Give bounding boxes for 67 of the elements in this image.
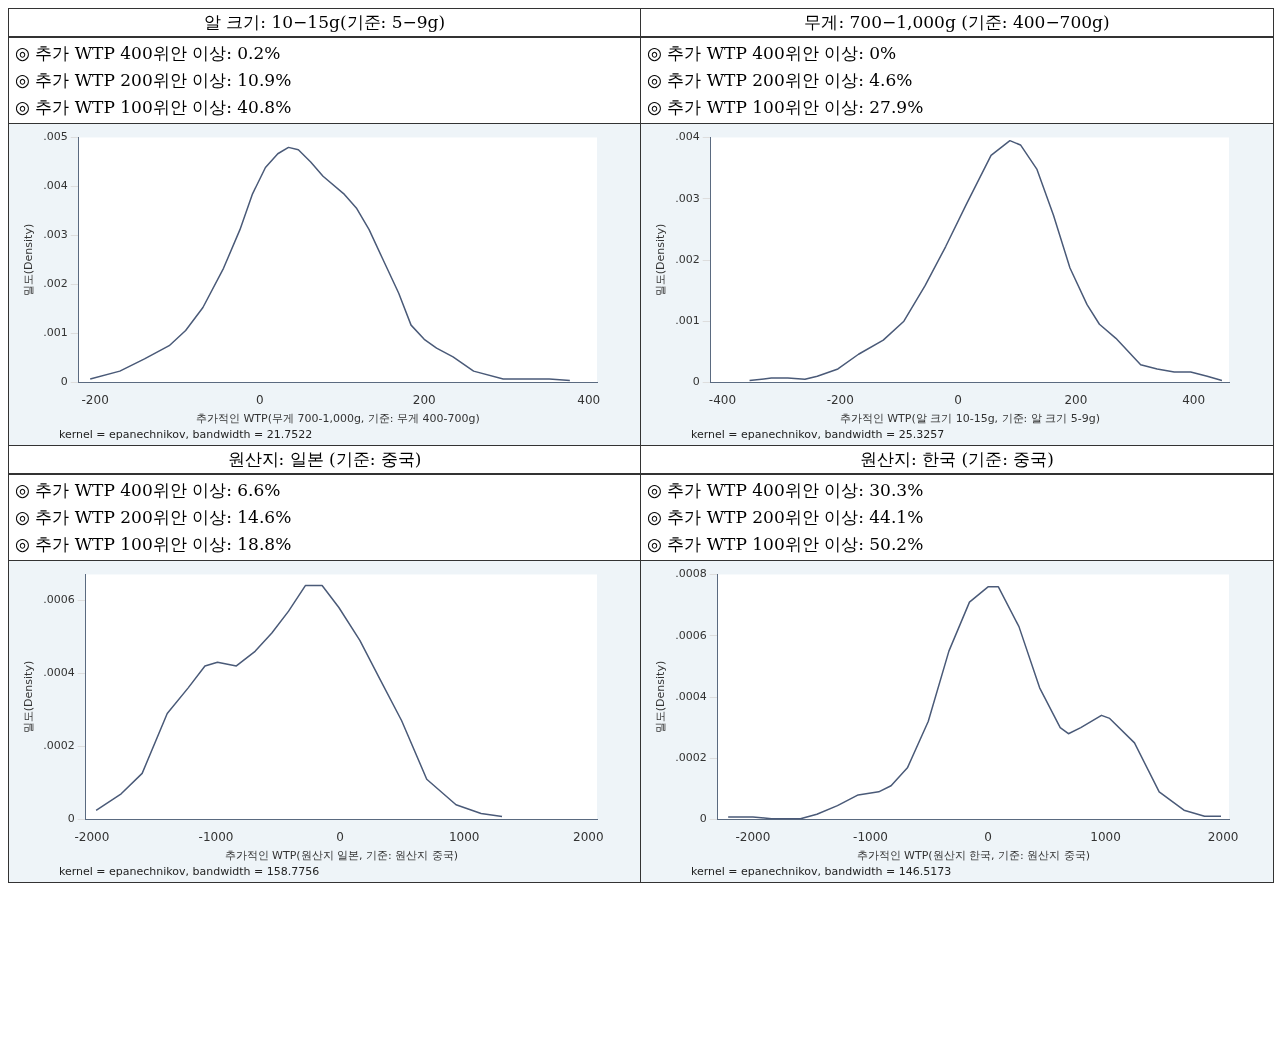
x-tick-label: 2000: [573, 829, 604, 844]
x-tick-label: 2000: [1207, 829, 1239, 844]
x-tick-label: 200: [1064, 392, 1088, 407]
y-tick-label: .001: [43, 326, 68, 340]
y-tick-label: .0002: [43, 739, 75, 753]
chart-title: 알 크기: 10−15g(기준: 5−9g): [9, 9, 640, 37]
x-tick-label: 0: [954, 392, 962, 407]
y-tick-label: .0002: [675, 751, 707, 765]
x-tick-label: -1000: [853, 829, 888, 844]
text: ◎ 추가 WTP 400위안 이상: 0%: [647, 42, 898, 65]
x-tick-label: 1000: [1090, 829, 1121, 844]
x-axis-title: 추가적인 WTP(원산지 한국, 기준: 원산지 중국): [856, 849, 1091, 863]
x-tick-label: 0: [255, 392, 264, 407]
x-tick-label: 0: [336, 829, 344, 844]
y-tick-label: .0008: [675, 567, 707, 581]
y-tick-label: .002: [43, 277, 68, 291]
x-tick-label: -1000: [198, 829, 234, 844]
x-tick-label: 400: [1182, 392, 1206, 407]
y-tick-label: .003: [675, 191, 700, 205]
chart-title: 무게: 700−1,000g (기준: 400−700g): [641, 9, 1273, 37]
text: kernel = epanechnikov, bandwidth = 25.3257: [690, 428, 946, 441]
y-axis-title: 밀도(Density): [22, 223, 36, 297]
y-axis-title: 밀도(Density): [654, 660, 668, 734]
x-tick-label: 200: [412, 392, 436, 407]
y-axis-title: 밀도(Density): [654, 223, 668, 297]
y-tick-label: 0: [60, 375, 68, 389]
x-tick-label: -2000: [74, 829, 110, 844]
text: ◎ 추가 WTP 400위안 이상: 30.3%: [647, 479, 925, 502]
x-tick-label: -2000: [735, 829, 771, 844]
x-axis-title: 추가적인 WTP(알 크기 10-15g, 기준: 알 크기 5-9g): [839, 412, 1101, 426]
y-tick-label: .0006: [675, 628, 707, 642]
y-tick-label: 0: [692, 375, 700, 389]
y-tick-label: .004: [675, 130, 700, 144]
x-tick-label: 400: [577, 392, 601, 407]
y-tick-label: 0: [699, 812, 707, 826]
text: ◎ 추가 WTP 100위안 이상: 27.9%: [647, 96, 925, 119]
text: ◎ 추가 WTP 400위안 이상: 6.6%: [15, 479, 282, 502]
text: kernel = epanechnikov, bandwidth = 158.7756: [58, 865, 321, 878]
chart-title: 원산지: 일본 (기준: 중국): [9, 446, 640, 474]
y-tick-label: .0006: [43, 593, 75, 607]
x-tick-label: 1000: [448, 829, 480, 844]
x-tick-label: -400: [708, 392, 737, 407]
y-tick-label: .002: [675, 252, 700, 266]
x-tick-label: 0: [984, 829, 992, 844]
x-tick-label: -200: [81, 392, 109, 407]
chart-title: 원산지: 한국 (기준: 중국): [641, 446, 1273, 474]
x-axis-title: 추가적인 WTP(무게 700-1,000g, 기준: 무게 400-700g): [195, 412, 480, 426]
text: ◎ 추가 WTP 200위안 이상: 4.6%: [647, 69, 914, 92]
x-tick-label: -200: [826, 392, 854, 407]
y-tick-label: .005: [43, 130, 68, 144]
text: ◎ 추가 WTP 200위안 이상: 14.6%: [15, 506, 293, 529]
text: ◎ 추가 WTP 200위안 이상: 44.1%: [647, 506, 925, 529]
y-axis-title: 밀도(Density): [22, 660, 36, 734]
text: ◎ 추가 WTP 100위안 이상: 40.8%: [15, 96, 293, 119]
y-tick-label: 0: [67, 812, 75, 826]
y-tick-label: .001: [675, 314, 700, 328]
text: ◎ 추가 WTP 200위안 이상: 10.9%: [15, 69, 293, 92]
text: ◎ 추가 WTP 100위안 이상: 18.8%: [15, 533, 293, 556]
y-tick-label: .004: [43, 179, 68, 193]
x-axis-title: 추가적인 WTP(원산지 일본, 기준: 원산지 중국): [224, 849, 459, 863]
text: kernel = epanechnikov, bandwidth = 21.7522: [58, 428, 314, 441]
y-tick-label: .003: [43, 228, 68, 242]
text: kernel = epanechnikov, bandwidth = 146.5173: [690, 865, 953, 878]
y-tick-label: .0004: [675, 689, 707, 703]
text: ◎ 추가 WTP 100위안 이상: 50.2%: [647, 533, 925, 556]
y-tick-label: .0004: [43, 666, 75, 680]
text: ◎ 추가 WTP 400위안 이상: 0.2%: [15, 42, 282, 65]
